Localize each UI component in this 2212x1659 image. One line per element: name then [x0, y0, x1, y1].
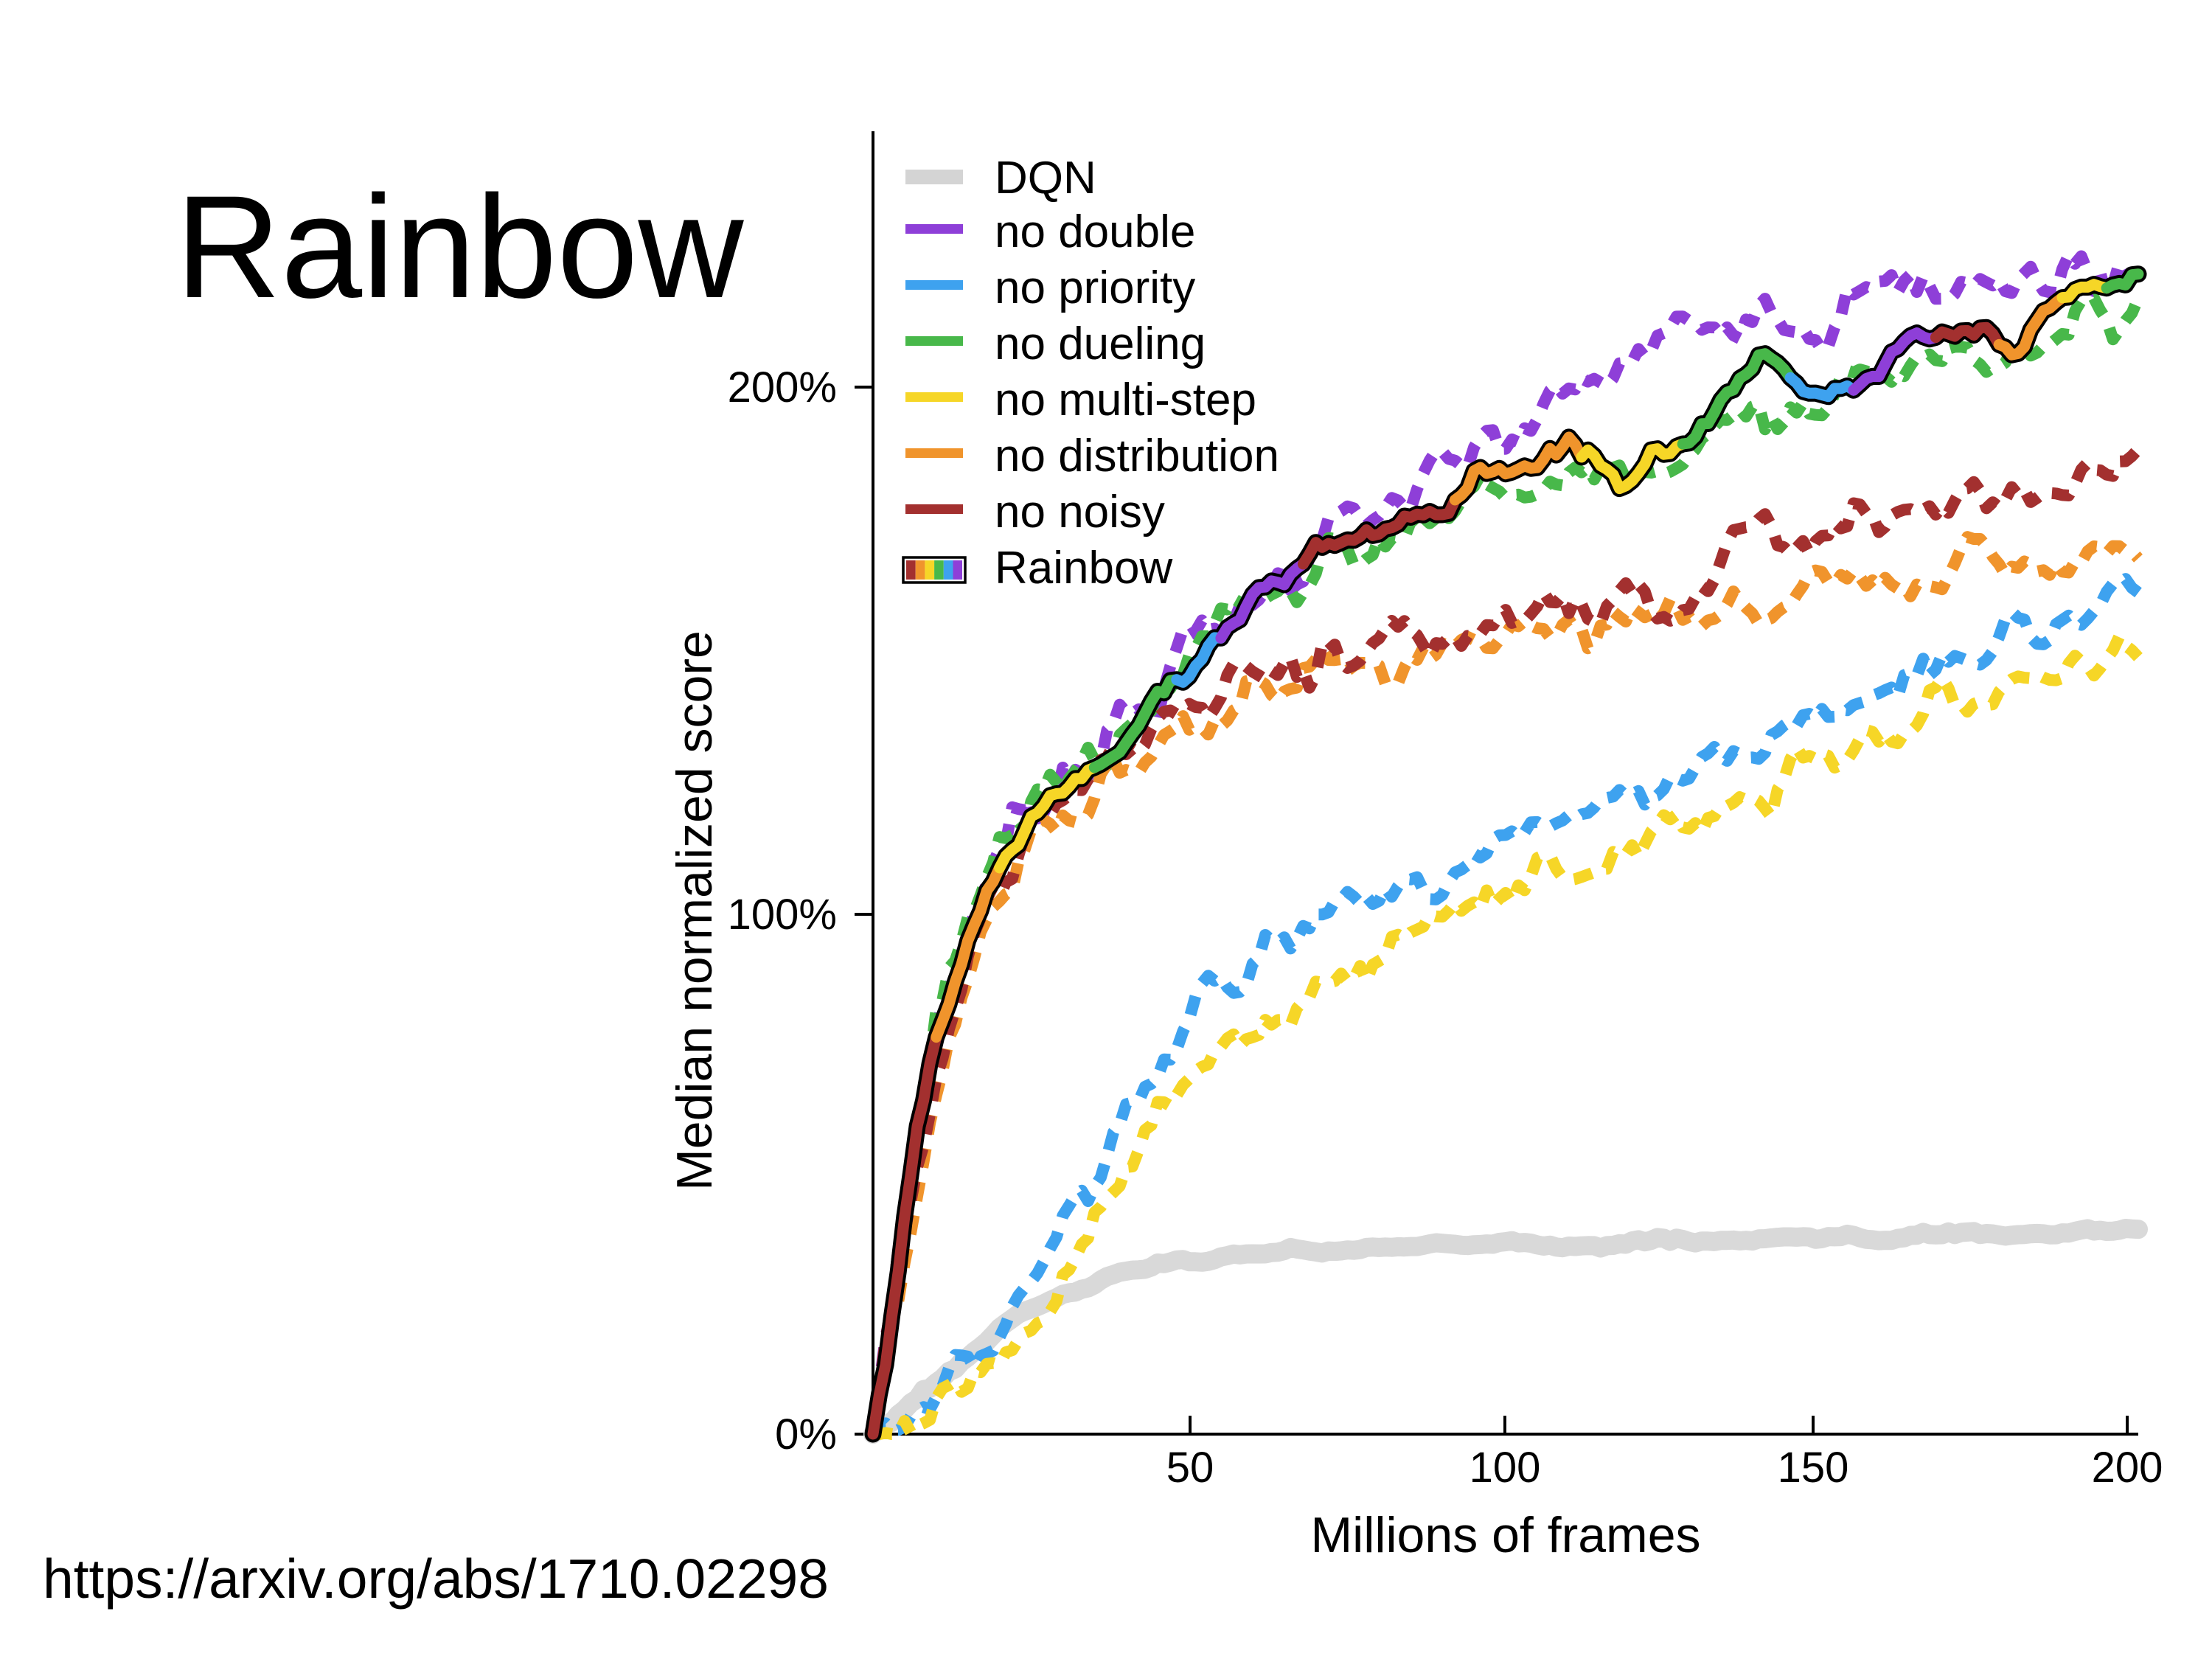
svg-text:no priority: no priority	[995, 262, 1195, 313]
svg-text:Rainbow: Rainbow	[995, 543, 1172, 594]
svg-text:200%: 200%	[728, 364, 837, 411]
svg-text:no multi-step: no multi-step	[995, 375, 1256, 425]
svg-text:no dueling: no dueling	[995, 319, 1206, 369]
svg-text:DQN: DQN	[995, 153, 1096, 204]
svg-text:no noisy: no noisy	[995, 487, 1165, 538]
svg-text:150: 150	[1778, 1444, 1849, 1492]
svg-text:100: 100	[1470, 1444, 1541, 1492]
svg-text:no distribution: no distribution	[995, 431, 1279, 481]
svg-text:100%: 100%	[728, 891, 837, 939]
svg-text:Millions of frames: Millions of frames	[1310, 1507, 1700, 1563]
svg-text:200: 200	[2092, 1444, 2163, 1492]
svg-text:Median normalized score: Median normalized score	[667, 630, 723, 1191]
svg-text:no double: no double	[995, 206, 1195, 257]
svg-text:0%: 0%	[775, 1411, 837, 1458]
svg-text:50: 50	[1166, 1444, 1214, 1492]
